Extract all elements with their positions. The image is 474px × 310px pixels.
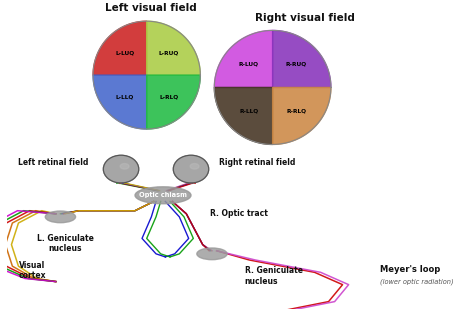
Polygon shape [146,21,201,75]
Text: L-RUQ: L-RUQ [159,51,179,55]
Polygon shape [146,75,201,129]
Polygon shape [273,30,331,87]
Polygon shape [273,87,331,144]
Text: R. Geniculate
nucleus: R. Geniculate nucleus [245,266,302,286]
Text: R-RUQ: R-RUQ [286,62,307,67]
Ellipse shape [120,164,129,169]
Text: L-RLQ: L-RLQ [159,95,178,100]
Text: Right visual field: Right visual field [255,13,355,23]
Text: R-RLQ: R-RLQ [286,108,307,113]
Text: Meyer's loop: Meyer's loop [380,265,440,274]
Text: R. Optic tract: R. Optic tract [210,209,267,218]
Text: Visual
cortex: Visual cortex [18,261,46,281]
Polygon shape [93,75,146,129]
Text: R-LUQ: R-LUQ [239,62,259,67]
Text: L-LLQ: L-LLQ [116,95,134,100]
Text: L-LUQ: L-LUQ [115,51,134,55]
Text: Left visual field: Left visual field [106,3,197,13]
Text: L. Geniculate
nucleus: L. Geniculate nucleus [36,234,93,253]
Polygon shape [214,87,273,144]
Text: Left retinal field: Left retinal field [18,158,88,167]
Ellipse shape [173,155,209,183]
Ellipse shape [197,248,227,260]
Text: R-LLQ: R-LLQ [239,108,258,113]
Ellipse shape [190,164,199,169]
Ellipse shape [103,155,139,183]
Ellipse shape [45,211,75,223]
Ellipse shape [135,187,191,204]
Text: Optic chiasm: Optic chiasm [139,192,187,198]
Text: Right retinal field: Right retinal field [219,158,295,167]
Text: (lower optic radiation): (lower optic radiation) [380,278,454,285]
Polygon shape [214,30,273,87]
Polygon shape [93,21,146,75]
